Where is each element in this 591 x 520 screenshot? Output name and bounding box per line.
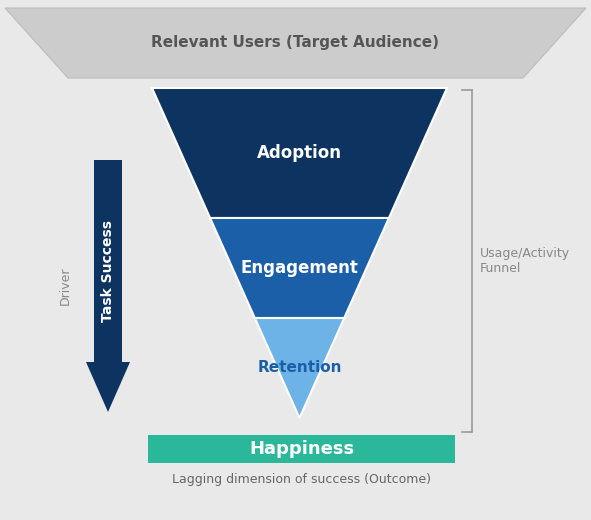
Text: Driver: Driver: [59, 267, 72, 305]
Text: Happiness: Happiness: [249, 440, 354, 458]
Text: Retention: Retention: [257, 360, 342, 375]
Text: Task Success: Task Success: [101, 220, 115, 322]
Polygon shape: [210, 218, 389, 318]
Bar: [148, 435, 455, 463]
Text: Relevant Users (Target Audience): Relevant Users (Target Audience): [151, 35, 439, 50]
Text: Lagging dimension of success (Outcome): Lagging dimension of success (Outcome): [172, 473, 431, 486]
Polygon shape: [5, 8, 586, 78]
Polygon shape: [255, 318, 344, 418]
Polygon shape: [152, 88, 447, 218]
Polygon shape: [86, 160, 130, 412]
Text: Engagement: Engagement: [241, 259, 358, 277]
Text: Usage/Activity
Funnel: Usage/Activity Funnel: [480, 247, 570, 275]
Text: Adoption: Adoption: [257, 144, 342, 162]
